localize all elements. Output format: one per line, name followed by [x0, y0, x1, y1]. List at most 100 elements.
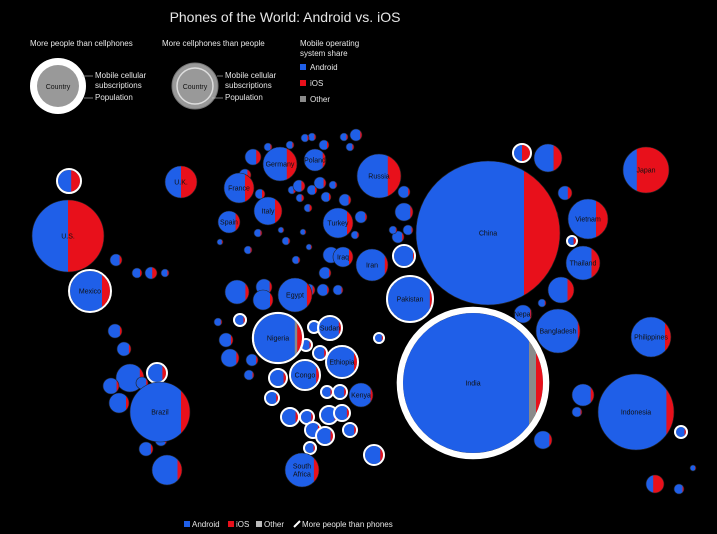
android-share-segment [314, 347, 325, 359]
android-share-segment [355, 211, 366, 223]
ios-share-segment [247, 169, 251, 181]
android-share-segment [365, 446, 381, 464]
legend-android-label: Android [310, 63, 338, 72]
android-share-segment [255, 189, 263, 199]
bubble-edge [306, 184, 318, 196]
country-bubble [312, 345, 328, 361]
country-label: South [293, 464, 311, 471]
ios-share-segment [567, 277, 574, 303]
population-outline [342, 422, 358, 438]
country-label: Congo [295, 373, 316, 380]
bubble-edge [535, 308, 581, 354]
country-bubble [373, 332, 385, 344]
bubble-edge [630, 316, 672, 358]
ios-share-segment [275, 197, 282, 225]
ios-share-segment [276, 392, 278, 404]
country-bubble [299, 228, 307, 236]
bubble-edge [571, 383, 595, 407]
ios-share-segment [522, 145, 530, 161]
population-outline [674, 425, 688, 439]
bubble-edge [299, 228, 307, 236]
bubble-edge [295, 193, 305, 203]
ios-share-segment [313, 443, 315, 453]
country-bubble [363, 444, 385, 466]
android-share-segment [690, 465, 696, 471]
country-label: Thailand [570, 261, 597, 268]
android-share-segment [333, 285, 342, 295]
legend-other-label: Other [310, 95, 330, 104]
country-label: Bangladesh [540, 329, 577, 336]
country-bubble [252, 289, 274, 311]
country-bubble [144, 266, 158, 280]
android-share-segment [139, 442, 152, 456]
population-outline [233, 313, 247, 327]
bubble-edge [252, 289, 274, 311]
country-label: Philippines [634, 335, 668, 342]
android-share-segment [70, 271, 103, 311]
ios-share-segment [354, 347, 357, 377]
country-bubble-thailand: Thailand [565, 245, 601, 281]
country-label: Kenya [351, 393, 371, 400]
population-outline [315, 426, 335, 446]
country-bubble [305, 243, 313, 251]
country-bubble-russia: Russia [356, 153, 402, 199]
country-bubble [354, 210, 368, 224]
ios-share-segment [410, 203, 413, 221]
country-bubble [333, 404, 351, 422]
population-outline [333, 404, 351, 422]
ios-share-segment [309, 204, 312, 212]
country-label: Africa [293, 472, 311, 479]
android-share-segment [266, 392, 277, 404]
ios-share-segment [553, 144, 562, 172]
ios-share-segment [270, 290, 273, 310]
bottom-legend: Android iOS Other More people than phone… [184, 520, 393, 529]
ios-share-segment [384, 249, 388, 281]
country-bubble-france: France [223, 172, 255, 204]
ios-share-segment [256, 149, 261, 165]
bubble-edge [394, 202, 414, 222]
android-share-segment [322, 387, 331, 397]
country-bubble [673, 483, 685, 495]
android-share-segment [305, 443, 314, 453]
country-bubble [318, 266, 332, 280]
bubble-edge [160, 268, 170, 278]
android-share-segment [321, 192, 330, 202]
country-bubble [338, 193, 352, 207]
country-label: Nigeria [267, 336, 289, 343]
country-bubble [394, 202, 414, 222]
country-bubble-u-k: U.K. [164, 165, 198, 199]
ios-share-segment [380, 446, 383, 464]
country-bubble-indonesia: Indonesia [597, 373, 675, 451]
country-bubble [244, 148, 262, 166]
ios-share-segment [327, 140, 329, 150]
android-share-segment [109, 393, 127, 413]
bubble-edge [303, 148, 327, 172]
ios-share-segment [235, 211, 240, 233]
ios-share-segment [119, 254, 122, 266]
country-bubble [392, 244, 416, 268]
country-bubble [220, 348, 240, 368]
ios-share-segment [150, 442, 153, 456]
country-bubbles: U.S. Mexico Brazil U.K. France Spain Germany It… [31, 146, 675, 488]
android-share-segment [110, 254, 120, 266]
android-share-segment [392, 231, 403, 243]
legend-mobile-line2: subscriptions [225, 81, 272, 90]
country-bubble [557, 185, 573, 201]
android-share-segment [253, 290, 271, 310]
ios-share-segment [236, 349, 239, 367]
population-outline [386, 275, 434, 323]
android-share-segment [568, 237, 574, 245]
ios-share-segment [126, 393, 129, 413]
android-share-segment [319, 267, 330, 279]
country-bubble [320, 191, 332, 203]
bubble-edge [262, 146, 298, 182]
android-share-segment [117, 342, 130, 356]
android-share-segment [245, 149, 257, 165]
bubble-edge [108, 392, 130, 414]
country-bubble [131, 267, 143, 279]
other-share-segment [529, 313, 537, 453]
population-outline [303, 441, 317, 455]
country-bubble [281, 236, 291, 246]
ios-share-segment [298, 256, 300, 264]
